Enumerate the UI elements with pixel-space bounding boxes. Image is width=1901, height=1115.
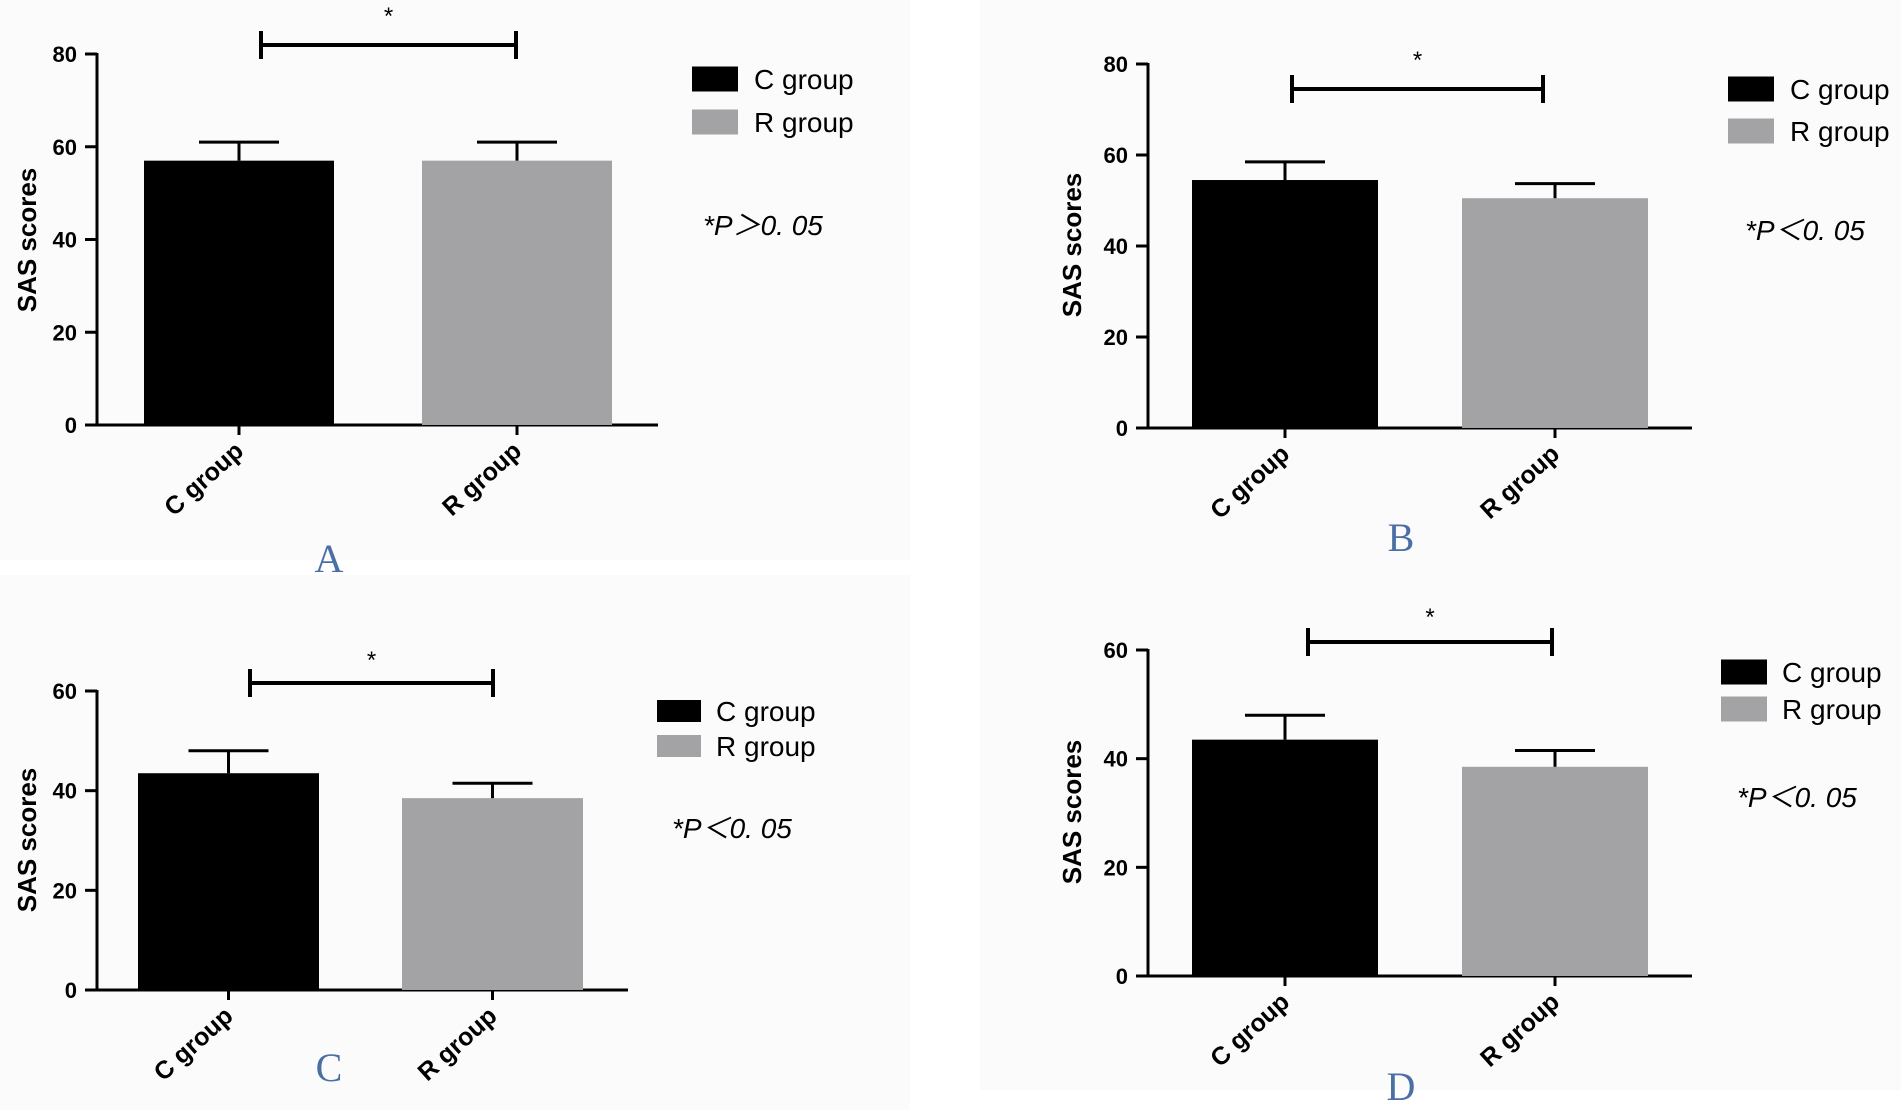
y-tick-label: 60 bbox=[1104, 638, 1128, 663]
legend-label: R group bbox=[716, 731, 816, 762]
y-tick-label: 0 bbox=[1116, 416, 1128, 441]
bar-r-group bbox=[422, 160, 612, 425]
legend-swatch bbox=[1728, 118, 1774, 144]
y-tick-label: 0 bbox=[65, 978, 77, 1003]
y-axis-title: SAS scores bbox=[12, 168, 42, 313]
bar-r-group bbox=[1462, 198, 1648, 428]
legend-swatch bbox=[692, 66, 738, 92]
legend-label: C group bbox=[1782, 657, 1882, 688]
y-tick-label: 20 bbox=[53, 878, 77, 903]
legend-label: R group bbox=[1790, 116, 1890, 147]
significance-star: * bbox=[1413, 47, 1422, 74]
legend-swatch bbox=[1721, 659, 1767, 685]
panel-background bbox=[980, 555, 1901, 1090]
y-tick-label: 20 bbox=[53, 320, 77, 345]
legend-label: R group bbox=[754, 107, 854, 138]
legend-label: R group bbox=[1782, 694, 1882, 725]
legend-label: C group bbox=[716, 696, 816, 727]
y-axis-title: SAS scores bbox=[1057, 173, 1087, 318]
y-tick-label: 40 bbox=[53, 228, 77, 253]
legend-swatch bbox=[657, 700, 701, 722]
y-tick-label: 80 bbox=[1104, 52, 1128, 77]
legend-label: C group bbox=[754, 64, 854, 95]
y-tick-label: 40 bbox=[1104, 747, 1128, 772]
panel-letter: D bbox=[1387, 1064, 1416, 1109]
bar-r-group bbox=[402, 798, 583, 990]
legend-swatch bbox=[692, 109, 738, 135]
y-tick-label: 20 bbox=[1104, 325, 1128, 350]
y-tick-label: 60 bbox=[53, 679, 77, 704]
y-tick-label: 60 bbox=[1104, 143, 1128, 168]
y-tick-label: 20 bbox=[1104, 855, 1128, 880]
p-value-note: *P＜0. 05 bbox=[1745, 215, 1865, 246]
bar-c-group bbox=[1192, 739, 1378, 976]
significance-star: * bbox=[1425, 604, 1434, 631]
p-value-note: *P＜0. 05 bbox=[672, 813, 792, 844]
y-tick-label: 80 bbox=[53, 42, 77, 67]
legend-swatch bbox=[657, 735, 701, 757]
p-value-note: *P＜0. 05 bbox=[1737, 782, 1857, 813]
y-axis-title: SAS scores bbox=[1057, 740, 1087, 885]
bar-r-group bbox=[1462, 766, 1648, 976]
p-value-note: *P＞0. 05 bbox=[703, 210, 823, 241]
y-tick-label: 40 bbox=[53, 779, 77, 804]
y-tick-label: 0 bbox=[1116, 964, 1128, 989]
bar-c-group bbox=[1192, 180, 1378, 428]
y-tick-label: 60 bbox=[53, 135, 77, 160]
bar-c-group bbox=[144, 160, 334, 425]
panel-letter: C bbox=[316, 1045, 343, 1090]
legend-label: C group bbox=[1790, 74, 1890, 105]
panel-letter: A bbox=[315, 536, 344, 581]
significance-star: * bbox=[367, 647, 376, 674]
y-axis-title: SAS scores bbox=[12, 768, 42, 913]
y-tick-label: 40 bbox=[1104, 234, 1128, 259]
legend-swatch bbox=[1728, 76, 1774, 102]
significance-star: * bbox=[384, 3, 393, 30]
bar-c-group bbox=[138, 773, 319, 990]
panel-letter: B bbox=[1388, 515, 1415, 560]
legend-swatch bbox=[1721, 696, 1767, 722]
y-tick-label: 0 bbox=[65, 413, 77, 438]
